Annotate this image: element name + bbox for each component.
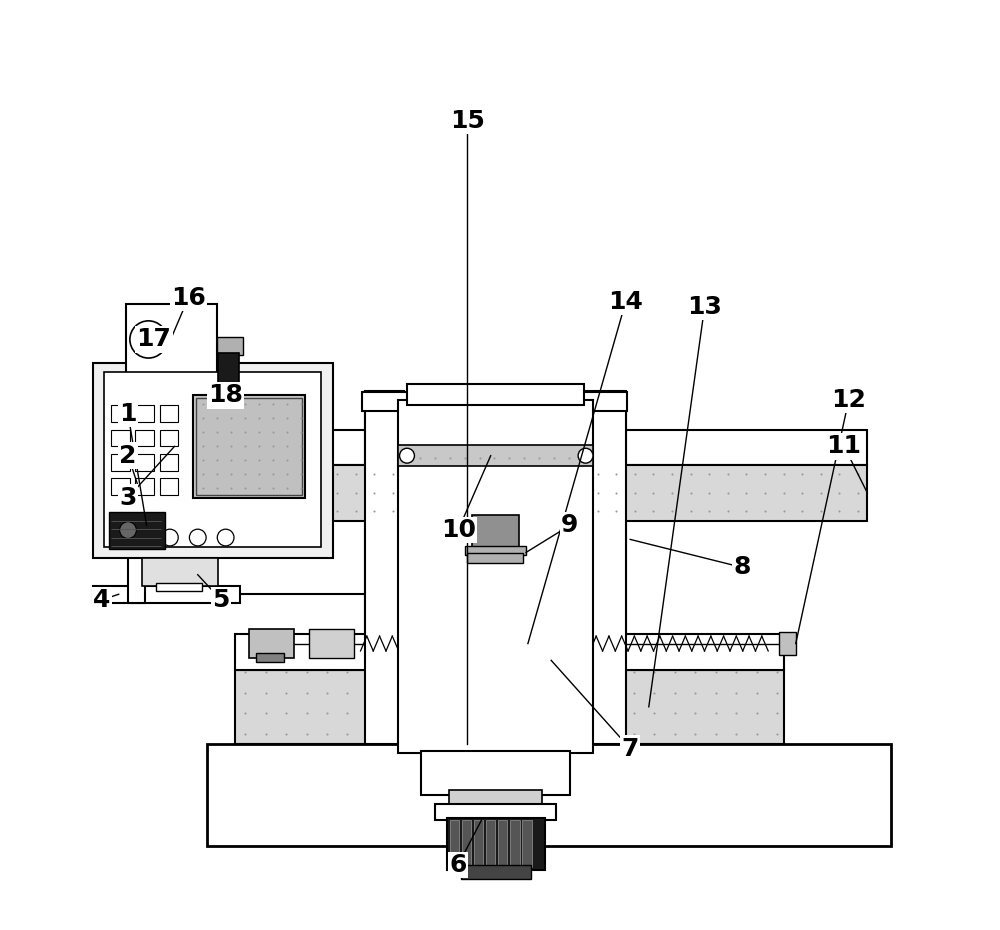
- Bar: [160, 430, 178, 446]
- Text: 14: 14: [608, 290, 643, 314]
- Bar: [365, 406, 626, 634]
- Circle shape: [138, 329, 159, 350]
- Bar: [126, 304, 217, 374]
- Text: 7: 7: [622, 737, 639, 761]
- Bar: [235, 430, 867, 465]
- Bar: [449, 790, 542, 806]
- Circle shape: [400, 448, 414, 463]
- Bar: [111, 405, 130, 422]
- Bar: [111, 478, 130, 495]
- Bar: [128, 547, 145, 603]
- Circle shape: [578, 448, 593, 463]
- Bar: [207, 744, 891, 846]
- Bar: [249, 629, 294, 658]
- Text: 2: 2: [119, 444, 137, 468]
- Bar: [111, 454, 130, 471]
- Bar: [362, 392, 627, 411]
- Bar: [407, 384, 584, 405]
- Text: 3: 3: [119, 485, 137, 510]
- Bar: [309, 629, 354, 658]
- Bar: [779, 632, 796, 655]
- Bar: [398, 400, 593, 753]
- Bar: [104, 372, 321, 547]
- Text: 16: 16: [171, 286, 206, 310]
- Bar: [135, 454, 154, 471]
- Bar: [193, 395, 305, 498]
- Bar: [93, 363, 333, 558]
- Bar: [235, 670, 784, 744]
- Text: 12: 12: [831, 388, 866, 412]
- Circle shape: [134, 529, 150, 546]
- Bar: [450, 820, 459, 867]
- Bar: [365, 391, 404, 744]
- Bar: [474, 820, 483, 867]
- Bar: [111, 430, 130, 446]
- Bar: [472, 515, 519, 551]
- Bar: [235, 634, 784, 670]
- Text: 10: 10: [441, 518, 476, 542]
- Bar: [109, 512, 165, 549]
- Bar: [256, 653, 284, 662]
- Bar: [398, 445, 593, 466]
- Bar: [160, 454, 178, 471]
- Bar: [467, 553, 523, 563]
- Text: 18: 18: [208, 383, 243, 407]
- Text: 1: 1: [119, 402, 137, 426]
- Text: 4: 4: [93, 588, 111, 612]
- Bar: [135, 405, 154, 422]
- Circle shape: [161, 529, 178, 546]
- Bar: [135, 478, 154, 495]
- Circle shape: [120, 522, 136, 538]
- Circle shape: [130, 321, 167, 358]
- Bar: [435, 804, 556, 820]
- Circle shape: [189, 529, 206, 546]
- Bar: [142, 558, 218, 586]
- Bar: [217, 337, 243, 355]
- Bar: [522, 820, 532, 867]
- Bar: [486, 820, 495, 867]
- Text: 11: 11: [827, 434, 862, 458]
- Circle shape: [217, 529, 234, 546]
- Bar: [160, 478, 178, 495]
- Bar: [93, 586, 240, 603]
- Text: 8: 8: [733, 555, 750, 579]
- Bar: [467, 629, 512, 658]
- Bar: [235, 465, 867, 521]
- Text: 6: 6: [449, 853, 467, 877]
- Bar: [462, 820, 471, 867]
- Text: 15: 15: [450, 109, 485, 133]
- Text: 17: 17: [137, 327, 171, 352]
- Bar: [586, 391, 626, 744]
- Bar: [135, 430, 154, 446]
- Bar: [156, 583, 202, 591]
- Bar: [498, 820, 507, 867]
- Bar: [461, 865, 531, 879]
- Text: 9: 9: [561, 513, 578, 538]
- Bar: [510, 820, 520, 867]
- Bar: [447, 818, 545, 870]
- Text: 13: 13: [687, 295, 722, 319]
- Bar: [196, 398, 302, 495]
- Text: 5: 5: [212, 588, 230, 612]
- Bar: [465, 546, 526, 555]
- Bar: [218, 353, 239, 411]
- Bar: [421, 751, 570, 795]
- Bar: [160, 405, 178, 422]
